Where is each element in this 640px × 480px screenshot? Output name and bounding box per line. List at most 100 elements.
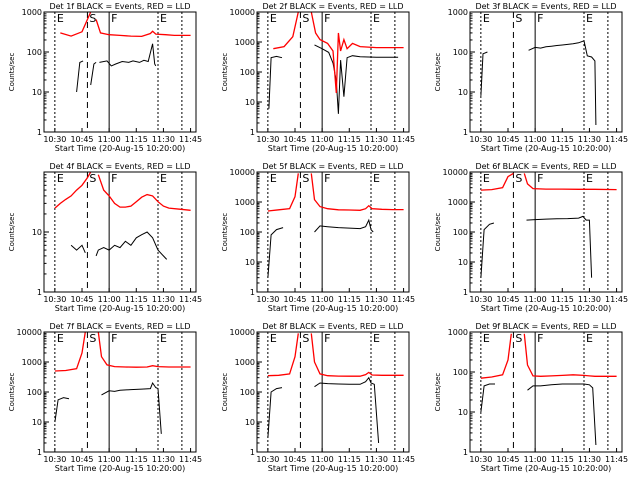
x-tick-label: 11:30 <box>365 135 388 144</box>
phase-marker-label: F <box>324 332 330 345</box>
plot-frame <box>256 11 410 133</box>
x-axis-label: Start Time (20-Aug-15 10:20:00) <box>481 464 612 473</box>
x-tick-label: 10:45 <box>496 455 519 464</box>
x-tick-label: 10:30 <box>43 455 66 464</box>
phase-marker-label: E <box>57 332 64 345</box>
y-tick-label: 100 <box>27 48 42 57</box>
series-line-lld <box>480 172 617 191</box>
phase-marker-label: S <box>89 332 96 345</box>
phase-marker-label: S <box>89 172 96 185</box>
plot-frame <box>469 171 623 293</box>
x-tick-label: 11:30 <box>152 295 175 304</box>
y-tick-label: 100 <box>453 228 468 237</box>
plot-frame <box>469 11 623 133</box>
y-tick-label: 10 <box>458 408 468 417</box>
phase-marker-label: E <box>586 332 593 345</box>
x-tick-label: 11:15 <box>125 295 148 304</box>
x-tick-label: 11:45 <box>392 295 415 304</box>
phase-marker-label: S <box>302 332 309 345</box>
y-tick-label: 1000 <box>22 8 42 17</box>
x-tick-label: 11:15 <box>551 295 574 304</box>
x-tick-label: 10:45 <box>70 135 93 144</box>
x-tick-label: 11:45 <box>605 455 628 464</box>
y-tick-label: 10 <box>32 418 42 427</box>
x-tick-label: 10:30 <box>256 455 279 464</box>
x-tick-label: 10:45 <box>496 295 519 304</box>
y-tick-label: 100 <box>27 388 42 397</box>
phase-marker-label: E <box>483 172 490 185</box>
x-tick-label: 10:45 <box>283 295 306 304</box>
y-axis-label: Counts/sec <box>221 53 229 92</box>
y-tick-label: 1 <box>250 128 255 137</box>
x-axis-label: Start Time (20-Aug-15 10:20:00) <box>55 464 186 473</box>
x-tick-label: 11:15 <box>338 455 361 464</box>
y-tick-label: 100 <box>453 368 468 377</box>
series-line-events <box>267 376 380 444</box>
x-tick-label: 11:30 <box>152 455 175 464</box>
phase-marker-label: E <box>483 332 490 345</box>
x-tick-label: 10:30 <box>256 295 279 304</box>
chart-title: Det 1f BLACK = Events, RED = LLD <box>49 2 190 11</box>
y-tick-label: 100 <box>240 228 255 237</box>
phase-marker-label: E <box>483 12 490 25</box>
chart-title: Det 2f BLACK = Events, RED = LLD <box>262 2 403 11</box>
x-tick-label: 10:30 <box>469 455 492 464</box>
y-tick-label: 1000 <box>448 8 468 17</box>
x-axis-label: Start Time (20-Aug-15 10:20:00) <box>481 144 612 153</box>
x-tick-label: 11:15 <box>125 455 148 464</box>
y-tick-label: 1000 <box>235 38 255 47</box>
phase-marker-label: E <box>57 172 64 185</box>
x-tick-label: 10:30 <box>43 295 66 304</box>
x-tick-label: 11:45 <box>179 455 202 464</box>
y-tick-label: 10 <box>32 88 42 97</box>
x-tick-label: 11:00 <box>311 455 334 464</box>
y-tick-label: 10 <box>32 228 42 237</box>
series-line-lld <box>54 331 191 372</box>
series-line-lld <box>60 11 191 38</box>
x-tick-label: 11:30 <box>578 455 601 464</box>
x-tick-label: 11:30 <box>365 295 388 304</box>
phase-marker-label: E <box>160 12 167 25</box>
y-tick-label: 1000 <box>235 198 255 207</box>
x-tick-label: 11:45 <box>392 455 415 464</box>
y-axis-label: Counts/sec <box>221 373 229 412</box>
chart-title: Det 5f BLACK = Events, RED = LLD <box>262 162 403 171</box>
phase-marker-label: F <box>111 332 117 345</box>
series-line-events <box>480 40 597 126</box>
phase-marker-label: E <box>373 172 380 185</box>
chart-title: Det 8f BLACK = Events, RED = LLD <box>262 322 403 331</box>
plot-frame <box>469 331 623 453</box>
phase-marker-label: E <box>160 332 167 345</box>
phase-marker-label: F <box>324 12 330 25</box>
y-axis-label: Counts/sec <box>8 373 16 412</box>
x-tick-label: 11:15 <box>338 295 361 304</box>
x-axis-label: Start Time (20-Aug-15 10:20:00) <box>55 144 186 153</box>
phase-marker-label: S <box>515 332 522 345</box>
phase-marker-label: E <box>270 332 277 345</box>
plot-frame <box>256 331 410 453</box>
y-tick-label: 10000 <box>230 328 255 337</box>
x-tick-label: 10:30 <box>469 135 492 144</box>
y-tick-label: 1 <box>37 288 42 297</box>
phase-marker-label: S <box>515 12 522 25</box>
y-tick-label: 1 <box>37 448 42 457</box>
series-line-events <box>480 383 597 446</box>
y-tick-label: 1000 <box>448 198 468 207</box>
x-tick-label: 11:45 <box>392 135 415 144</box>
x-tick-label: 10:30 <box>469 295 492 304</box>
y-tick-label: 1000 <box>448 328 468 337</box>
phase-marker-label: F <box>537 172 543 185</box>
phase-marker-label: F <box>324 172 330 185</box>
series-line-events <box>70 231 168 260</box>
y-axis-label: Counts/sec <box>221 213 229 252</box>
y-axis-label: Counts/sec <box>434 213 442 252</box>
phase-marker-label: S <box>515 172 522 185</box>
x-tick-label: 11:45 <box>179 295 202 304</box>
y-axis-label: Counts/sec <box>434 373 442 412</box>
